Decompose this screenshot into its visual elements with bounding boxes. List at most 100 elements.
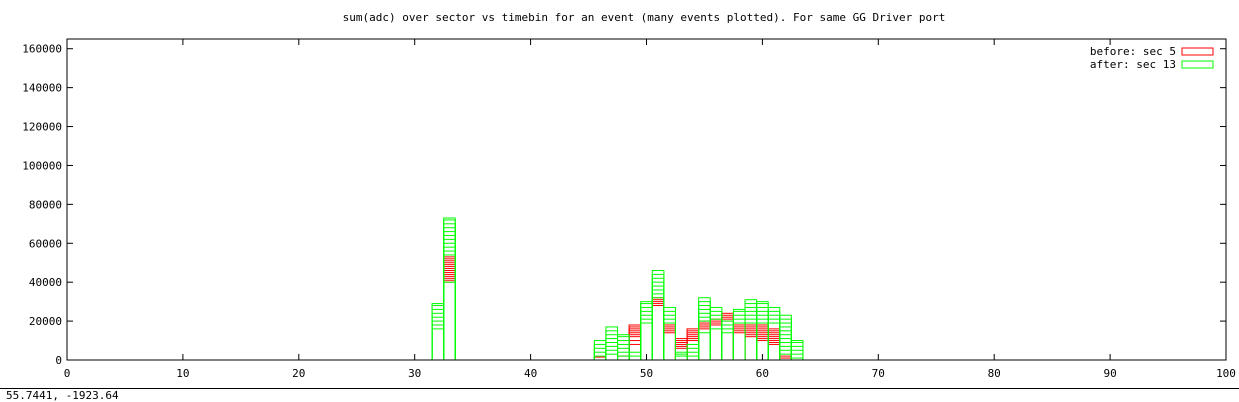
x-tick-label: 40 [524, 367, 537, 380]
bar [721, 320, 734, 361]
bar [721, 312, 734, 361]
bar [443, 260, 456, 361]
bar [663, 330, 676, 361]
bar [651, 277, 665, 361]
bar [443, 238, 456, 361]
bar [651, 301, 665, 361]
bar [779, 326, 792, 361]
bar [443, 271, 456, 361]
bar [698, 312, 711, 361]
x-tick-label: 80 [988, 367, 1001, 380]
bar [732, 314, 746, 361]
bar [640, 314, 653, 361]
bar [605, 338, 619, 361]
bar [767, 314, 781, 361]
bar [698, 326, 711, 361]
bar [674, 341, 688, 361]
bar [779, 353, 792, 361]
x-tick-label: 90 [1103, 367, 1116, 380]
bar [640, 301, 653, 361]
bar [443, 270, 456, 361]
bar [663, 328, 676, 361]
bar [443, 281, 456, 361]
legend-swatch [1181, 60, 1214, 69]
bar [443, 250, 456, 361]
bar [698, 301, 711, 361]
bar [767, 341, 781, 361]
bar [605, 326, 619, 361]
bar [721, 324, 734, 361]
bar [617, 355, 630, 361]
bar [767, 338, 781, 361]
bar [756, 314, 769, 361]
x-tick-label: 100 [1216, 367, 1236, 380]
series-1 [431, 217, 804, 361]
bar [721, 314, 734, 361]
bar [651, 297, 665, 361]
bar [431, 320, 445, 361]
bar [709, 324, 723, 361]
bar [651, 289, 665, 361]
bar [663, 314, 676, 361]
bar [686, 338, 700, 361]
bar [651, 299, 665, 361]
bar [640, 303, 653, 361]
bar [674, 353, 688, 361]
bar [605, 349, 619, 361]
bar [651, 273, 665, 361]
bar [431, 328, 445, 361]
bar [651, 285, 665, 361]
bar [709, 314, 723, 361]
bar [744, 336, 758, 361]
bar [628, 340, 642, 361]
bar [767, 318, 781, 361]
bar [779, 341, 792, 361]
bar [617, 347, 630, 361]
bar [443, 262, 456, 361]
bar [698, 316, 711, 361]
bar [605, 345, 619, 361]
bar [732, 328, 746, 361]
legend-swatch [1181, 47, 1214, 56]
bar [431, 303, 445, 361]
bar [698, 332, 711, 361]
bar [686, 355, 700, 361]
coordinate-readout: 55.7441, -1923.64 [6, 389, 119, 402]
legend-label: after: sec 13 [1090, 58, 1176, 71]
bar [790, 353, 804, 361]
bar [443, 264, 456, 361]
bar [721, 328, 734, 361]
y-tick-label: 140000 [22, 82, 62, 95]
bar [443, 275, 456, 361]
bar [431, 324, 445, 361]
bar [744, 303, 758, 361]
bar [651, 305, 665, 361]
y-tick-label: 20000 [29, 315, 62, 328]
bars-layer [431, 217, 804, 361]
bar [651, 270, 665, 361]
bar [593, 347, 607, 361]
x-tick-label: 60 [756, 367, 769, 380]
bar [640, 318, 653, 361]
bar [732, 330, 746, 361]
bar [443, 234, 456, 361]
bar [431, 316, 445, 361]
bar [790, 341, 804, 361]
bar [732, 308, 746, 361]
x-tick-label: 50 [640, 367, 653, 380]
bar [709, 320, 723, 361]
bar [721, 320, 734, 361]
bar [674, 338, 688, 361]
bar [651, 303, 665, 361]
status-bar: 55.7441, -1923.64 [0, 388, 1239, 402]
bar [732, 324, 746, 361]
bar [443, 281, 456, 361]
bar [617, 340, 630, 361]
x-tick-label: 0 [64, 367, 71, 380]
bar [744, 334, 758, 361]
x-tick-label: 30 [408, 367, 421, 380]
bar [767, 343, 781, 361]
bar [443, 279, 456, 361]
bar [732, 332, 746, 361]
